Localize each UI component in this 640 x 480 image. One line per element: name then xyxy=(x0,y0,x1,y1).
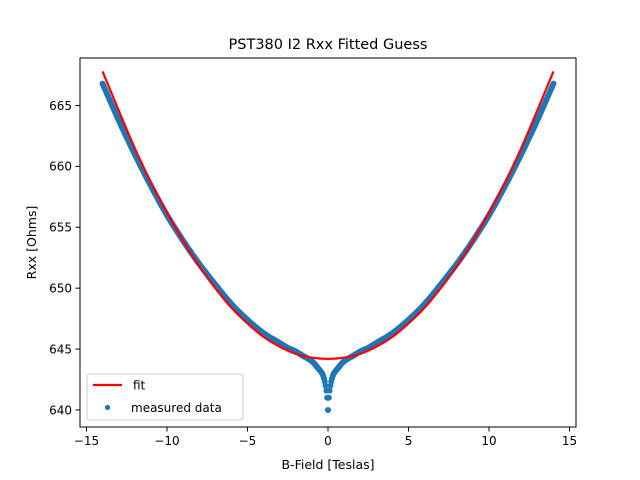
chart-title: PST380 I2 Rxx Fitted Guess xyxy=(229,37,428,53)
x-axis: −15 −10 −5 0 5 10 15 xyxy=(74,427,577,448)
x-tick-label: 10 xyxy=(481,434,496,448)
legend-fit-label: fit xyxy=(133,379,146,393)
axes-frame xyxy=(79,57,577,428)
x-axis-label: B-Field [Teslas] xyxy=(281,457,374,472)
y-tick-label: 645 xyxy=(49,342,72,356)
y-tick-label: 660 xyxy=(49,160,72,174)
legend-measured-swatch xyxy=(104,404,111,411)
legend-box xyxy=(86,373,244,421)
x-tick-label: 5 xyxy=(405,434,413,448)
fit-line xyxy=(101,70,555,360)
legend: fit measured data xyxy=(86,373,244,421)
y-axis: 640 645 650 655 660 665 xyxy=(49,99,80,417)
x-tick-label: −15 xyxy=(74,434,99,448)
y-axis-label: Rxx [Ohms] xyxy=(24,206,39,280)
measured-data-point xyxy=(325,394,332,401)
x-tick-label: 0 xyxy=(324,434,332,448)
data-layer xyxy=(99,70,557,413)
x-tick-label: −10 xyxy=(154,434,179,448)
y-tick-label: 655 xyxy=(49,221,72,235)
x-tick-label: −5 xyxy=(239,434,257,448)
measured-data-point xyxy=(550,80,557,87)
x-tick-label: 15 xyxy=(562,434,577,448)
measured-data-point xyxy=(322,382,329,389)
y-tick-label: 665 xyxy=(49,99,72,113)
y-tick-label: 650 xyxy=(49,281,72,295)
measured-data-point xyxy=(325,406,331,413)
measured-data-point xyxy=(326,387,333,394)
measured-data-series xyxy=(99,80,557,413)
y-tick-label: 640 xyxy=(49,403,72,417)
legend-measured-label: measured data xyxy=(131,401,222,415)
